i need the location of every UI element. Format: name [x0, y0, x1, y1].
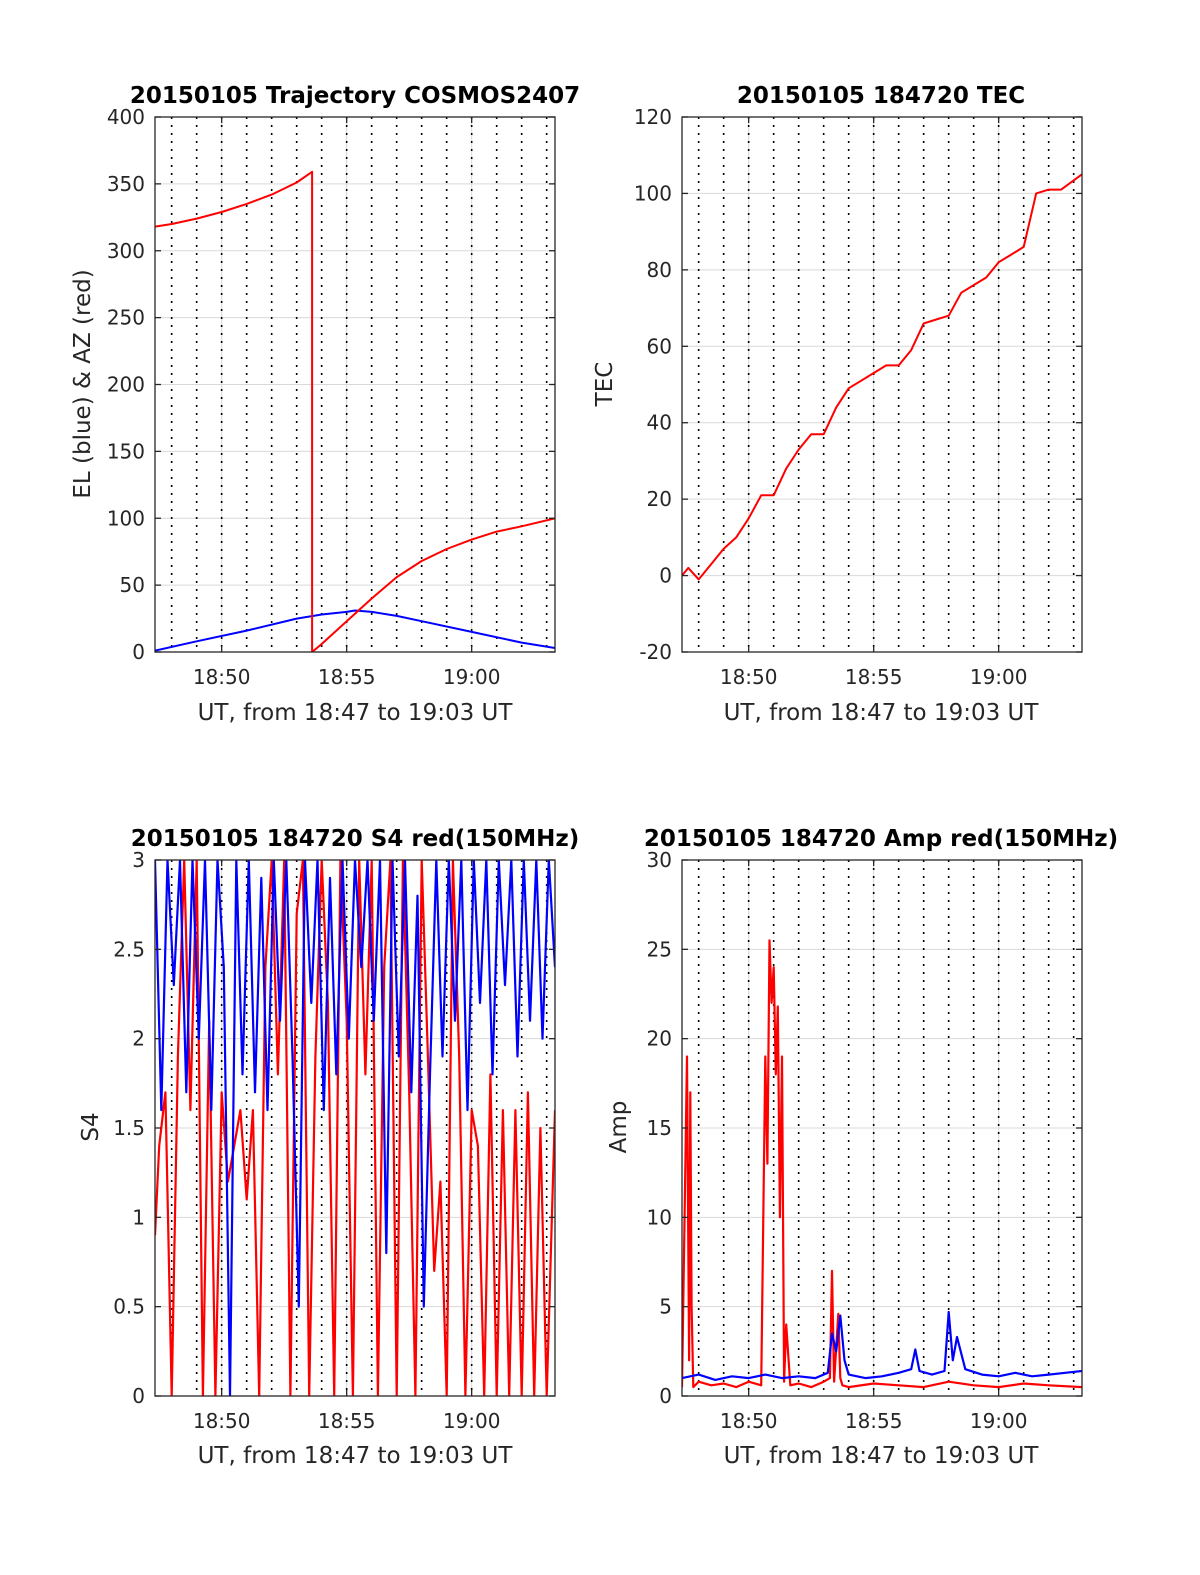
trajectory-ytick-label: 250 [107, 306, 145, 330]
s4-ytick-label: 2.5 [113, 937, 145, 961]
trajectory-series-blue-line [155, 609, 555, 652]
tec-axes-box [681, 116, 1083, 653]
tec-plot-area: -20 0 20 40 60 80 100 120 18:50 18:55 19:00 [634, 105, 1083, 689]
amp-ytick-label: 10 [647, 1205, 672, 1229]
panel-tec: 20150105 184720 TEC UT, from 18:47 to 19… [592, 83, 1083, 726]
amp-ylabel: Amp [606, 1101, 632, 1154]
trajectory-ytick-label: 150 [107, 439, 145, 463]
tec-xtick-label: 18:55 [845, 665, 903, 689]
trajectory-ytick-label: 400 [107, 105, 145, 129]
trajectory-plot-area: 0 50 100 150 200 250 300 350 400 18:50 18:55 19:00 [107, 105, 556, 689]
s4-xtick-label: 18:50 [193, 1409, 251, 1433]
tec-xtick-label: 19:00 [970, 665, 1028, 689]
tec-series-group [682, 173, 1082, 581]
amp-series-red-line [682, 939, 1082, 1389]
trajectory-ytick-label: 300 [107, 239, 145, 263]
s4-series-red-line [155, 860, 555, 1396]
amp-ytick-label: 25 [647, 937, 672, 961]
tec-ytick-label: 100 [634, 181, 672, 205]
amp-plot-area: 0 5 10 15 20 25 30 18:50 18:55 19:00 [647, 848, 1083, 1433]
s4-xtick-label: 19:00 [443, 1409, 501, 1433]
s4-ytick-label: 0.5 [113, 1295, 145, 1319]
trajectory-xtick-label: 18:55 [318, 665, 376, 689]
amp-ytick-label: 20 [647, 1027, 672, 1051]
s4-xlabel: UT, from 18:47 to 19:03 UT [198, 1443, 514, 1469]
trajectory-ytick-label: 200 [107, 373, 145, 397]
panel-s4: 20150105 184720 S4 red(150MHz) UT, from … [78, 826, 579, 1469]
s4-series-blue-line [155, 860, 555, 1396]
trajectory-ytick-label: 350 [107, 172, 145, 196]
amp-xtick-label: 18:55 [845, 1409, 903, 1433]
trajectory-series-red-line [155, 170, 555, 652]
tec-xlabel: UT, from 18:47 to 19:03 UT [724, 700, 1040, 726]
s4-ylabel: S4 [78, 1112, 104, 1141]
tec-ytick-label: 120 [634, 105, 672, 129]
s4-ytick-label: 2 [132, 1027, 145, 1051]
trajectory-ytick-label: 100 [107, 506, 145, 530]
trajectory-series-group [155, 170, 555, 652]
trajectory-xlabel: UT, from 18:47 to 19:03 UT [198, 700, 514, 726]
trajectory-xtick-label: 18:50 [193, 665, 251, 689]
tec-ytick-label: 20 [647, 487, 672, 511]
amp-ytick-label: 15 [647, 1116, 672, 1140]
s4-series-group [155, 860, 555, 1396]
trajectory-ytick-label: 50 [120, 573, 145, 597]
tec-ytick-label: 60 [647, 334, 672, 358]
amp-xtick-label: 19:00 [970, 1409, 1028, 1433]
tec-ytick-label: 80 [647, 258, 672, 282]
s4-ytick-label: 1.5 [113, 1116, 145, 1140]
panel-trajectory: 20150105 Trajectory COSMOS2407 UT, from … [70, 83, 580, 726]
amp-ytick-label: 5 [659, 1295, 672, 1319]
s4-ytick-label: 0 [132, 1384, 145, 1408]
amp-title: 20150105 184720 Amp red(150MHz) [644, 826, 1118, 852]
s4-plot-area: 0 0.5 1 1.5 2 2.5 3 18:50 18:55 19:00 [113, 848, 556, 1433]
tec-ylabel: TEC [592, 362, 618, 408]
amp-ytick-label: 30 [647, 848, 672, 872]
tec-title: 20150105 184720 TEC [737, 83, 1025, 109]
tec-xtick-label: 18:50 [720, 665, 778, 689]
amp-ytick-label: 0 [659, 1384, 672, 1408]
amp-series-blue-line [682, 1310, 1082, 1382]
tec-ytick-label: 40 [647, 411, 672, 435]
tec-series-red-line [682, 173, 1082, 581]
trajectory-xtick-label: 19:00 [443, 665, 501, 689]
tec-axes-background [682, 117, 1082, 652]
s4-ytick-label: 1 [132, 1205, 145, 1229]
trajectory-ytick-label: 0 [132, 640, 145, 664]
s4-xtick-label: 18:55 [318, 1409, 376, 1433]
panel-amp: 20150105 184720 Amp red(150MHz) UT, from… [606, 826, 1118, 1469]
amp-series-group [682, 939, 1082, 1389]
trajectory-ylabel: EL (blue) & AZ (red) [70, 269, 96, 498]
tec-ytick-label: 0 [659, 564, 672, 588]
s4-title: 20150105 184720 S4 red(150MHz) [131, 826, 580, 852]
tec-ytick-label: -20 [639, 640, 672, 664]
trajectory-title: 20150105 Trajectory COSMOS2407 [130, 83, 580, 109]
s4-ytick-label: 3 [132, 848, 145, 872]
amp-xlabel: UT, from 18:47 to 19:03 UT [724, 1443, 1040, 1469]
amp-xtick-label: 18:50 [720, 1409, 778, 1433]
